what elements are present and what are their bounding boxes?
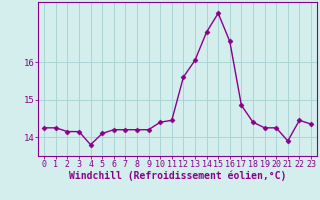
X-axis label: Windchill (Refroidissement éolien,°C): Windchill (Refroidissement éolien,°C) [69,171,286,181]
